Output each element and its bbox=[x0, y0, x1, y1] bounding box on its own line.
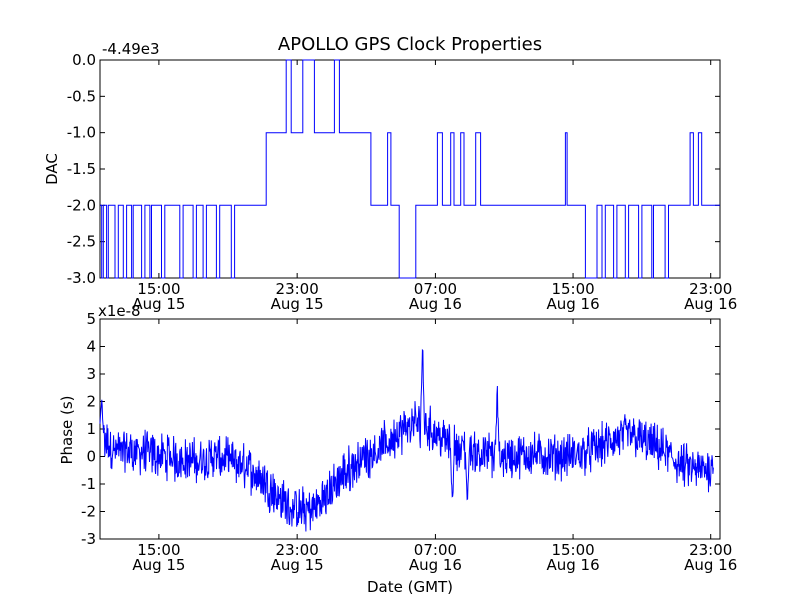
dac-y-ticks: 0.0 -0.5 -1.0 -1.5 -2.0 -2.5 -3.0 bbox=[67, 51, 720, 287]
dac-y-tick-label: -1.5 bbox=[67, 160, 96, 178]
dac-y-axis-label: DAC bbox=[43, 153, 61, 185]
dac-offset-label: -4.49e3 bbox=[102, 40, 160, 58]
phase-x-tick-label: 23:00 bbox=[276, 541, 319, 559]
phase-x-tick-label: 23:00 bbox=[689, 541, 732, 559]
dac-y-tick-label: -0.5 bbox=[67, 87, 96, 105]
phase-x-tick-label: 15:00 bbox=[137, 541, 180, 559]
phase-y-tick-label: 2 bbox=[86, 393, 96, 411]
dac-x-tick-label: Aug 15 bbox=[132, 295, 185, 313]
phase-x-tick-label: 15:00 bbox=[551, 541, 594, 559]
dac-x-tick-label: 15:00 bbox=[551, 280, 594, 298]
phase-y-tick-label: 4 bbox=[86, 338, 96, 356]
phase-y-tick-label: -3 bbox=[81, 530, 96, 548]
phase-y-tick-label: 5 bbox=[86, 310, 96, 328]
dac-x-tick-label: 15:00 bbox=[137, 280, 180, 298]
phase-y-tick-label: 1 bbox=[86, 420, 96, 438]
phase-y-tick-label: -1 bbox=[81, 475, 96, 493]
phase-y-tick-label: 0 bbox=[86, 448, 96, 466]
dac-y-tick-label: 0.0 bbox=[72, 51, 96, 69]
dac-panel: -4.49e3 DAC 0.0-0.5-1.0-1.5-2.0-2.5-3.0 … bbox=[43, 40, 737, 313]
phase-x-tick-label: Aug 15 bbox=[271, 556, 324, 574]
dac-x-tick-label: 23:00 bbox=[276, 280, 319, 298]
phase-x-tick-label: Aug 16 bbox=[546, 556, 599, 574]
phase-x-tick-label: Aug 15 bbox=[132, 556, 185, 574]
dac-x-tick-label: 23:00 bbox=[689, 280, 732, 298]
dac-y-tick-label: -1.0 bbox=[67, 124, 96, 142]
phase-y-ticks: 5 4 3 2 1 0 -1 -2 -3 bbox=[81, 310, 720, 548]
phase-series-line bbox=[99, 348, 714, 532]
dac-x-tick-label: 07:00 bbox=[414, 280, 457, 298]
dac-x-tick-label: Aug 16 bbox=[409, 295, 462, 313]
phase-x-tick-label: Aug 16 bbox=[684, 556, 737, 574]
phase-offset-label: x1e-8 bbox=[98, 302, 141, 320]
chart-title: APOLLO GPS Clock Properties bbox=[278, 34, 542, 55]
x-axis-label: Date (GMT) bbox=[367, 578, 453, 596]
phase-x-tick-label: Aug 16 bbox=[409, 556, 462, 574]
dac-x-tick-label: Aug 16 bbox=[684, 295, 737, 313]
phase-x-tick-label: 07:00 bbox=[414, 541, 457, 559]
dac-y-tick-label: -2.5 bbox=[67, 233, 96, 251]
phase-y-tick-label: -2 bbox=[81, 503, 96, 521]
phase-y-tick-label: 3 bbox=[86, 365, 96, 383]
dac-series-line bbox=[100, 59, 720, 279]
dac-y-tick-label: -3.0 bbox=[67, 269, 96, 287]
phase-y-axis-label: Phase (s) bbox=[58, 395, 76, 464]
dac-y-tick-label: -2.0 bbox=[67, 196, 96, 214]
dac-x-tick-label: Aug 16 bbox=[546, 295, 599, 313]
dac-x-tick-label: Aug 15 bbox=[271, 295, 324, 313]
